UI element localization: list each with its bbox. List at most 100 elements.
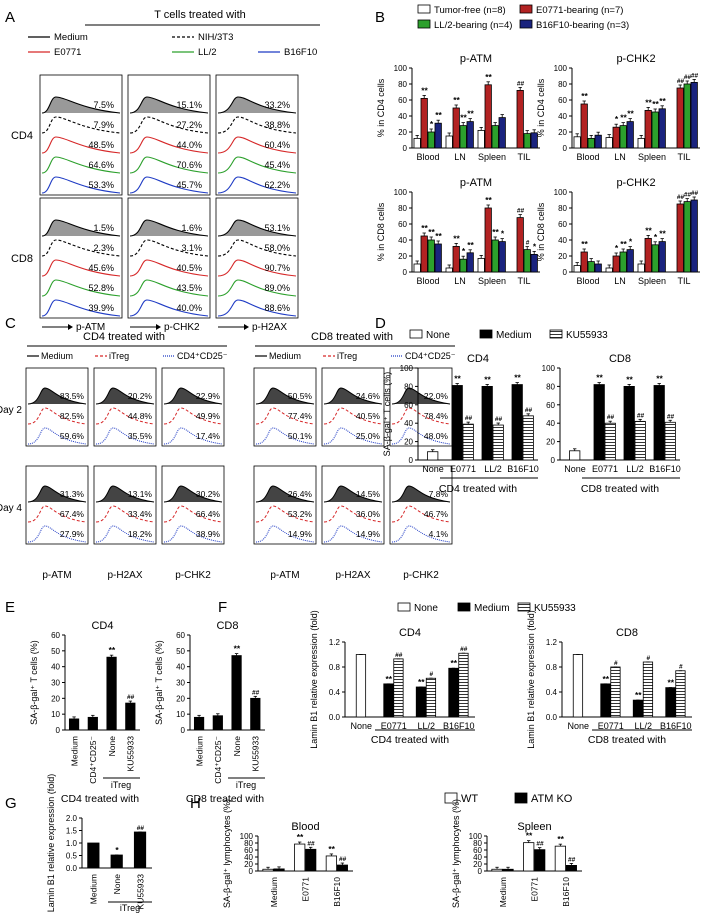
bar [451,385,463,461]
significance-mark: ** [385,674,392,684]
significance-mark: ** [453,233,460,243]
bar [619,251,627,273]
bar [427,131,435,149]
histogram-trace [323,387,383,405]
percent-value: 1.6% [181,223,202,233]
histogram-trace [129,279,209,297]
chart-title: CD4 [91,620,113,632]
significance-mark: ## [495,416,503,423]
percent-value: 1.5% [93,223,114,233]
significance-mark: * [615,114,619,124]
bar [413,263,421,273]
percent-value: 88.6% [264,303,290,313]
significance-mark: # [646,655,650,662]
percent-value: 24.6% [356,391,381,401]
itreg-label: iTreg [111,780,131,790]
significance-mark: ## [517,208,525,215]
bar [477,129,485,149]
bar [262,868,274,872]
significance-mark: ## [677,194,685,201]
y-tick-label: 20 [473,860,482,869]
histogram-trace [95,427,155,445]
y-tick-label: 60 [546,401,555,410]
bar [484,84,492,149]
significance-mark: ## [395,652,403,659]
histogram-box [253,367,317,447]
percent-value: 35.5% [128,431,153,441]
bar [273,868,285,872]
chart-title: p-CHK2 [616,53,655,65]
y-tick-label: 60 [176,631,185,640]
percent-value: 49.9% [196,411,221,421]
legend-swatch [457,602,471,612]
bar [427,239,435,273]
panel-letter-B: B [375,9,385,26]
histogram-trace [27,525,87,543]
y-tick-label: 20 [546,438,555,447]
significance-mark: ## [607,414,615,421]
significance-mark: ** [620,113,627,123]
bar [502,868,514,872]
y-tick-label: 1.0 [66,839,78,848]
itreg-label: iTreg [236,780,256,790]
x-tick-label: None [422,464,444,474]
y-tick-label: 0.5 [66,852,78,861]
legend-label: Medium [41,351,73,361]
percent-value: 17.4% [196,431,221,441]
histogram-trace [217,239,297,257]
significance-mark: ** [467,240,474,250]
x-tick-label: LN [614,152,626,162]
y-tick-label: 0 [563,144,568,153]
percent-value: 15.1% [176,100,202,110]
significance-mark: ** [450,658,457,668]
histogram-trace [41,156,121,174]
y-tick-label: 10 [51,710,60,719]
x-axis-label: CD4 treated with [439,483,517,495]
histogram-trace [41,136,121,154]
bar [651,111,659,149]
y-tick-label: 80 [244,839,253,848]
y-tick-label: 60 [244,846,253,855]
percent-value: 45.4% [264,160,290,170]
bar [637,263,645,273]
x-tick-label: LL/2 [626,464,644,474]
significance-mark: ** [645,225,652,235]
legend-swatch [517,602,531,612]
x-axis-label: p-H2AX [335,570,370,581]
x-axis-label: CD8 treated with [581,483,659,495]
legend-swatch [514,792,528,804]
bar [452,245,460,273]
x-tick-label: TIL [517,152,530,162]
significance-mark: ** [485,72,492,82]
x-axis-label: p-ATM [42,570,71,581]
y-tick-label: 0 [551,456,556,465]
bar [110,854,123,869]
significance-mark: ** [428,227,435,237]
percent-value: 44.0% [176,140,202,150]
legend-label: Medium [474,603,510,614]
histogram-box [215,74,299,196]
legend-label: KU55933 [566,330,608,341]
bar [498,241,506,273]
chart-title: CD4 [399,627,421,639]
legend-label: E0771-bearing (n=7) [536,5,623,16]
histogram-box [215,197,299,319]
x-tick-label: TIL [677,276,690,286]
bar [516,90,524,149]
x-tick-label: Blood [416,276,439,286]
x-tick-label: KU55933 [135,874,145,910]
significance-mark: * [462,246,466,256]
significance-mark: ## [684,192,692,199]
bar [466,252,474,273]
significance-mark: ** [659,96,666,106]
significance-mark: ## [637,412,645,419]
chart-title: p-CHK2 [616,177,655,189]
bar [481,385,493,461]
histogram-trace [255,485,315,503]
y-tick-label: 40 [558,236,567,245]
histogram-box [321,367,385,447]
percent-value: 40.0% [176,303,202,313]
significance-mark: ## [127,694,135,701]
significance-mark: # [429,671,433,678]
y-tick-label: 20 [558,252,567,261]
